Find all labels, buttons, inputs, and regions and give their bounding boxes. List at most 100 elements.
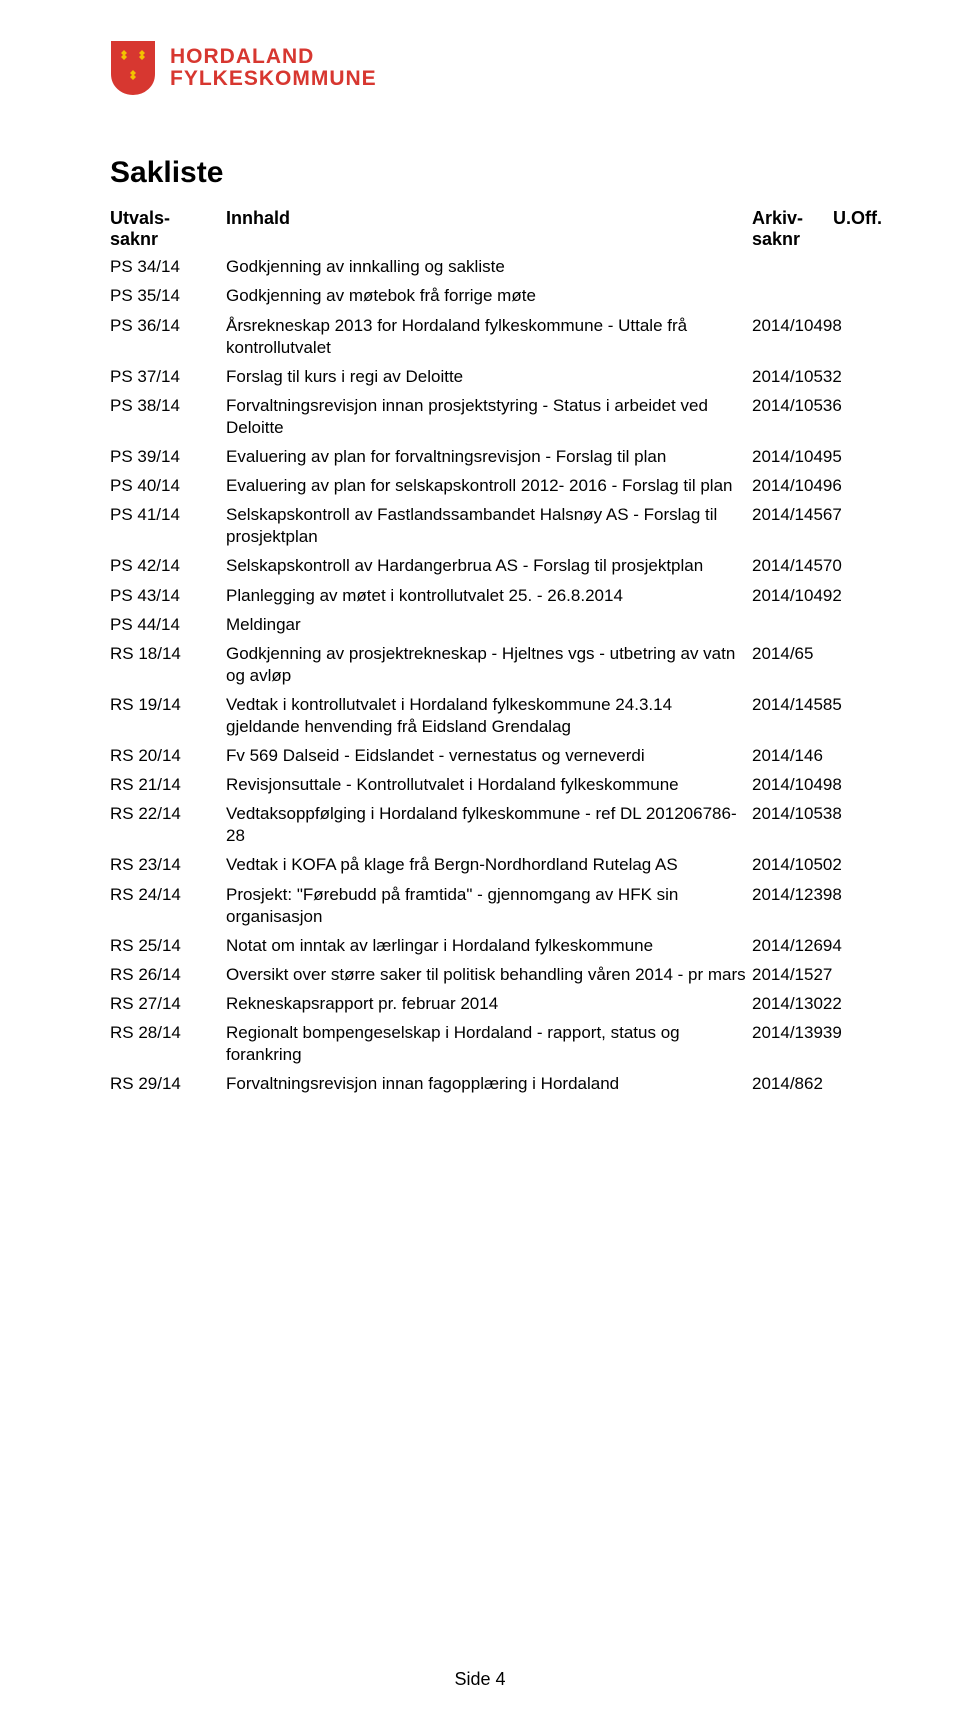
cell-saknr: RS 19/14	[110, 694, 220, 716]
cell-arkivsaknr: 2014/10538	[752, 803, 882, 825]
cell-innhald: Rekneskapsrapport pr. februar 2014	[226, 993, 746, 1015]
table-row: PS 36/14 Årsrekneskap 2013 for Hordaland …	[110, 315, 870, 359]
cell-saknr: PS 37/14	[110, 366, 220, 388]
table-row: PS 42/14 Selskapskontroll av Hardangerbru…	[110, 555, 870, 577]
cell-arkivsaknr: 2014/13939	[752, 1022, 882, 1044]
org-line2: FYLKESKOMMUNE	[170, 68, 377, 90]
cell-arkivsaknr: 2014/12694	[752, 935, 882, 957]
cell-arkivsaknr: 2014/10536	[752, 395, 882, 417]
cell-saknr: PS 43/14	[110, 585, 220, 607]
cell-saknr: PS 42/14	[110, 555, 220, 577]
table-row: RS 22/14 Vedtaksoppfølging i Hordaland fy…	[110, 803, 870, 847]
cell-saknr: RS 23/14	[110, 854, 220, 876]
table-header: Utvals- saknr Innhald Arkiv- saknr U.Off…	[110, 208, 870, 249]
table-row: RS 20/14 Fv 569 Dalseid - Eidslandet - ve…	[110, 745, 870, 767]
cell-arkivsaknr: 2014/65	[752, 643, 882, 665]
table-row: PS 39/14 Evaluering av plan for forvaltni…	[110, 446, 870, 468]
cell-innhald: Vedtak i kontrollutvalet i Hordaland fyl…	[226, 694, 746, 738]
cell-arkivsaknr: 2014/146	[752, 745, 882, 767]
cell-arkivsaknr: 2014/862	[752, 1073, 882, 1095]
table-row: RS 19/14 Vedtak i kontrollutvalet i Horda…	[110, 694, 870, 738]
cell-innhald: Vedtak i KOFA på klage frå Bergn-Nordhor…	[226, 854, 746, 876]
table-row: RS 27/14 Rekneskapsrapport pr. februar 20…	[110, 993, 870, 1015]
cell-arkivsaknr: 2014/10498	[752, 774, 882, 796]
th-arkiv-saknr: Arkiv- saknr U.Off.	[752, 208, 882, 249]
cell-innhald: Godkjenning av møtebok frå forrige møte	[226, 285, 746, 307]
cell-innhald: Forvaltningsrevisjon innan fagopplæring …	[226, 1073, 746, 1095]
cell-saknr: RS 20/14	[110, 745, 220, 767]
table-row: PS 37/14 Forslag til kurs i regi av Deloi…	[110, 366, 870, 388]
cell-arkivsaknr: 2014/10498	[752, 315, 882, 337]
table-row: RS 23/14 Vedtak i KOFA på klage frå Bergn…	[110, 854, 870, 876]
table-row: PS 41/14 Selskapskontroll av Fastlandssam…	[110, 504, 870, 548]
cell-innhald: Godkjenning av prosjektrekneskap - Hjelt…	[226, 643, 746, 687]
cell-arkivsaknr: 2014/10495	[752, 446, 882, 468]
table-row: PS 40/14 Evaluering av plan for selskapsk…	[110, 475, 870, 497]
org-name: HORDALAND FYLKESKOMMUNE	[170, 46, 377, 90]
cell-arkivsaknr: 2014/10492	[752, 585, 882, 607]
cell-saknr: PS 34/14	[110, 256, 220, 278]
cell-innhald: Forvaltningsrevisjon innan prosjektstyri…	[226, 395, 746, 439]
cell-arkivsaknr: 2014/14570	[752, 555, 882, 577]
page-footer: Side 4	[0, 1669, 960, 1690]
cell-innhald: Vedtaksoppfølging i Hordaland fylkeskomm…	[226, 803, 746, 847]
cell-innhald: Planlegging av møtet i kontrollutvalet 2…	[226, 585, 746, 607]
table-row: RS 26/14 Oversikt over større saker til p…	[110, 964, 870, 986]
th-utvals-saknr: Utvals- saknr	[110, 208, 220, 249]
table-row: RS 25/14 Notat om inntak av lærlingar i H…	[110, 935, 870, 957]
cell-saknr: PS 38/14	[110, 395, 220, 417]
cell-innhald: Selskapskontroll av Fastlandssambandet H…	[226, 504, 746, 548]
page: HORDALAND FYLKESKOMMUNE Sakliste Utvals-…	[0, 0, 960, 1734]
cell-arkivsaknr: 2014/12398	[752, 884, 882, 906]
table-row: PS 34/14 Godkjenning av innkalling og sak…	[110, 256, 870, 278]
table-body: PS 34/14 Godkjenning av innkalling og sak…	[110, 256, 870, 1095]
cell-innhald: Oversikt over større saker til politisk …	[226, 964, 746, 986]
cell-arkivsaknr: 2014/10502	[752, 854, 882, 876]
cell-innhald: Årsrekneskap 2013 for Hordaland fylkesko…	[226, 315, 746, 359]
cell-saknr: RS 24/14	[110, 884, 220, 906]
th-uoff: U.Off.	[833, 208, 882, 249]
cell-innhald: Notat om inntak av lærlingar i Hordaland…	[226, 935, 746, 957]
table-row: PS 43/14 Planlegging av møtet i kontrollu…	[110, 585, 870, 607]
cell-arkivsaknr: 2014/14585	[752, 694, 882, 716]
cell-innhald: Evaluering av plan for selskapskontroll …	[226, 475, 746, 497]
org-header: HORDALAND FYLKESKOMMUNE	[110, 40, 870, 96]
table-row: RS 18/14 Godkjenning av prosjektrekneskap…	[110, 643, 870, 687]
cell-innhald: Forslag til kurs i regi av Deloitte	[226, 366, 746, 388]
table-row: PS 38/14 Forvaltningsrevisjon innan prosj…	[110, 395, 870, 439]
cell-innhald: Revisjonsuttale - Kontrollutvalet i Hord…	[226, 774, 746, 796]
cell-saknr: PS 35/14	[110, 285, 220, 307]
cell-saknr: PS 39/14	[110, 446, 220, 468]
cell-arkivsaknr: 2014/1527	[752, 964, 882, 986]
cell-arkivsaknr: 2014/14567	[752, 504, 882, 526]
cell-arkivsaknr: 2014/10496	[752, 475, 882, 497]
cell-saknr: PS 36/14	[110, 315, 220, 337]
cell-saknr: RS 25/14	[110, 935, 220, 957]
cell-innhald: Selskapskontroll av Hardangerbrua AS - F…	[226, 555, 746, 577]
cell-innhald: Evaluering av plan for forvaltningsrevis…	[226, 446, 746, 468]
table-row: PS 35/14 Godkjenning av møtebok frå forri…	[110, 285, 870, 307]
cell-saknr: RS 28/14	[110, 1022, 220, 1044]
cell-innhald: Fv 569 Dalseid - Eidslandet - vernestatu…	[226, 745, 746, 767]
cell-innhald: Meldingar	[226, 614, 746, 636]
shield-icon	[110, 40, 156, 96]
table-row: PS 44/14 Meldingar	[110, 614, 870, 636]
cell-saknr: RS 29/14	[110, 1073, 220, 1095]
table-row: RS 24/14Prosjekt: "Førebudd på framtida"…	[110, 884, 870, 928]
cell-saknr: PS 44/14	[110, 614, 220, 636]
cell-arkivsaknr: 2014/10532	[752, 366, 882, 388]
table-row: RS 29/14 Forvaltningsrevisjon innan fagop…	[110, 1073, 870, 1095]
cell-saknr: RS 27/14	[110, 993, 220, 1015]
table-row: RS 21/14Revisjonsuttale - Kontrollutvale…	[110, 774, 870, 796]
cell-saknr: RS 18/14	[110, 643, 220, 665]
cell-saknr: PS 40/14	[110, 475, 220, 497]
cell-innhald: Godkjenning av innkalling og sakliste	[226, 256, 746, 278]
cell-saknr: RS 22/14	[110, 803, 220, 825]
cell-saknr: RS 26/14	[110, 964, 220, 986]
page-title: Sakliste	[110, 156, 870, 190]
cell-innhald: Regionalt bompengeselskap i Hordaland - …	[226, 1022, 746, 1066]
cell-saknr: PS 41/14	[110, 504, 220, 526]
org-line1: HORDALAND	[170, 46, 377, 68]
cell-arkivsaknr: 2014/13022	[752, 993, 882, 1015]
th-innhald: Innhald	[226, 208, 746, 229]
